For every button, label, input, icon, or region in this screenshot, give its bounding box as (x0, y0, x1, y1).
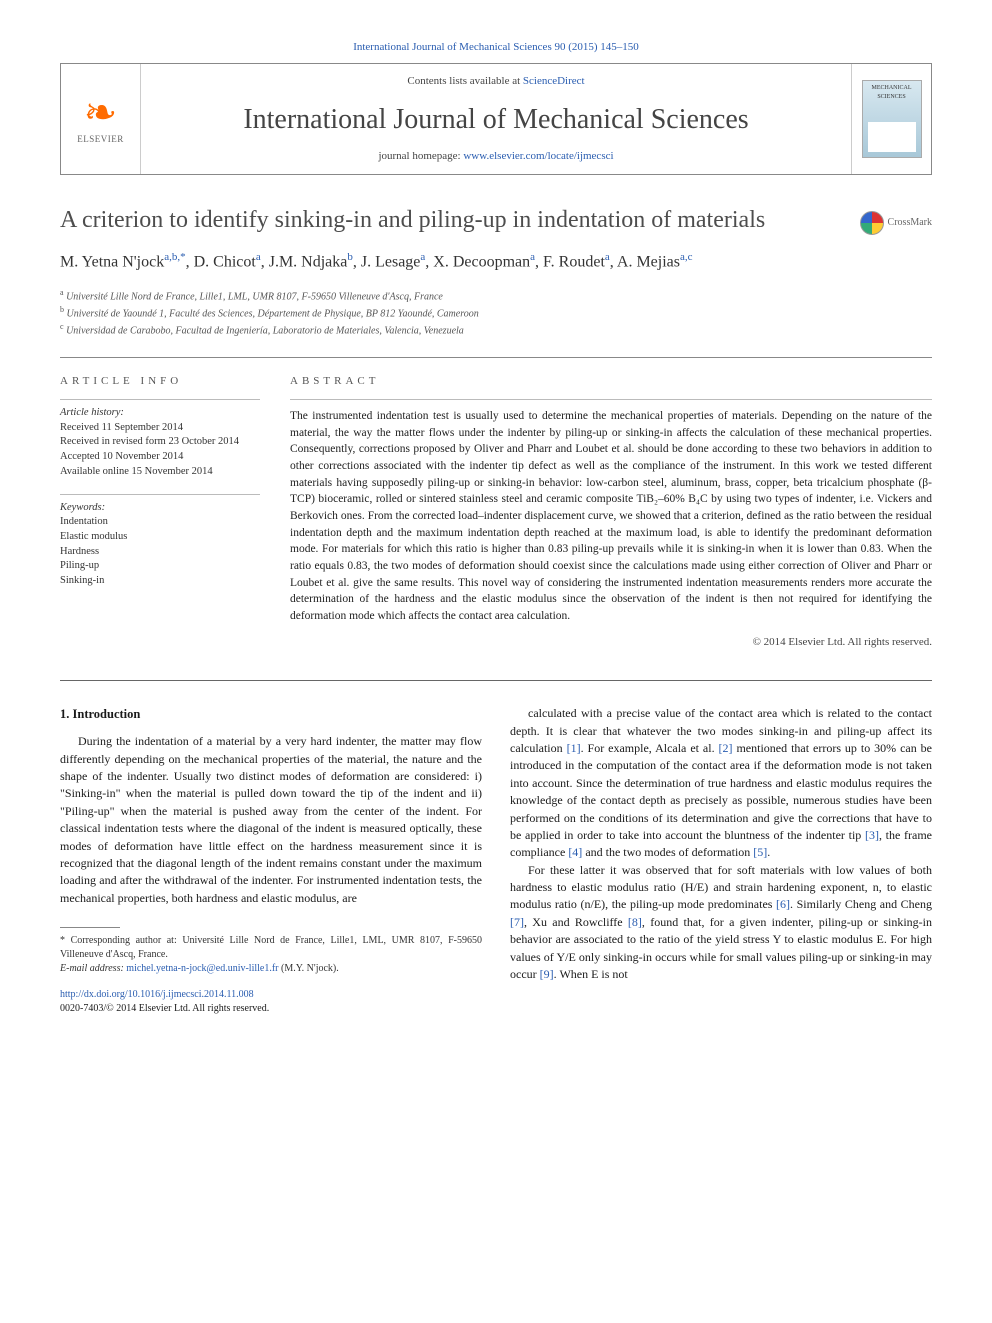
article-title: A criterion to identify sinking-in and p… (60, 205, 840, 235)
ref-5[interactable]: [5] (753, 845, 767, 859)
crossmark-badge[interactable]: CrossMark (860, 211, 932, 235)
affiliations: a Université Lille Nord de France, Lille… (60, 287, 932, 339)
body-column-right: calculated with a precise value of the c… (510, 705, 932, 1016)
section-divider (60, 680, 932, 681)
abstract-text: The instrumented indentation test is usu… (290, 408, 932, 625)
corresponding-author: * Corresponding author at: Université Li… (60, 934, 482, 962)
cover-thumbnail: MECHANICAL SCIENCES (862, 80, 922, 158)
article-info-heading: article info (60, 374, 260, 389)
ref-1[interactable]: [1] (567, 741, 581, 755)
footnotes: * Corresponding author at: Université Li… (60, 934, 482, 976)
elsevier-tree-icon: ❧ (84, 93, 118, 133)
section-1-title: 1. Introduction (60, 705, 482, 723)
elsevier-logo: ❧ ELSEVIER (61, 64, 141, 174)
email-who: (M.Y. N'jock). (279, 963, 339, 974)
email-line: E-mail address: michel.yetna-n-jock@ed.u… (60, 962, 482, 976)
crossmark-label: CrossMark (888, 216, 932, 230)
contents-line: Contents lists available at ScienceDirec… (141, 74, 851, 89)
cover-title: MECHANICAL SCIENCES (866, 84, 918, 101)
article-history: Article history: Received 11 September 2… (60, 399, 260, 479)
body-column-left: 1. Introduction During the indentation o… (60, 705, 482, 1016)
journal-header: ❧ ELSEVIER Contents lists available at S… (60, 63, 932, 175)
keywords-label: Keywords: (60, 501, 260, 516)
issn-copyright: 0020-7403/© 2014 Elsevier Ltd. All right… (60, 1003, 269, 1014)
journal-reference: International Journal of Mechanical Scie… (60, 40, 932, 55)
contents-prefix: Contents lists available at (407, 75, 522, 87)
crossmark-icon (860, 211, 884, 235)
doi-link[interactable]: http://dx.doi.org/10.1016/j.ijmecsci.201… (60, 989, 254, 1000)
ref-2[interactable]: [2] (719, 741, 733, 755)
ref-3[interactable]: [3] (865, 828, 879, 842)
journal-cover: MECHANICAL SCIENCES (851, 64, 931, 174)
doi-block: http://dx.doi.org/10.1016/j.ijmecsci.201… (60, 988, 482, 1016)
homepage-line: journal homepage: www.elsevier.com/locat… (141, 149, 851, 164)
abstract-copyright: © 2014 Elsevier Ltd. All rights reserved… (290, 635, 932, 650)
homepage-prefix: journal homepage: (378, 150, 463, 162)
history-label: Article history: (60, 406, 260, 421)
homepage-link[interactable]: www.elsevier.com/locate/ijmecsci (463, 150, 613, 162)
ref-6[interactable]: [6] (776, 897, 790, 911)
authors-list: M. Yetna N'jocka,b,*, D. Chicota, J.M. N… (60, 249, 932, 274)
abstract-heading: abstract (290, 374, 932, 389)
author-email-link[interactable]: michel.yetna-n-jock@ed.univ-lille1.fr (126, 963, 278, 974)
ref-9[interactable]: [9] (540, 967, 554, 981)
ref-8[interactable]: [8] (628, 915, 642, 929)
section-1-para-1: During the indentation of a material by … (60, 733, 482, 907)
email-label: E-mail address: (60, 963, 126, 974)
journal-name: International Journal of Mechanical Scie… (141, 100, 851, 139)
divider (60, 357, 932, 358)
section-1-para-3: For these latter it was observed that fo… (510, 862, 932, 984)
sciencedirect-link[interactable]: ScienceDirect (523, 75, 585, 87)
elsevier-name: ELSEVIER (77, 133, 124, 146)
footnote-rule (60, 927, 120, 928)
ref-4[interactable]: [4] (568, 845, 582, 859)
section-1-para-2: calculated with a precise value of the c… (510, 705, 932, 862)
ref-7[interactable]: [7] (510, 915, 524, 929)
keywords-block: Keywords: IndentationElastic modulusHard… (60, 494, 260, 589)
